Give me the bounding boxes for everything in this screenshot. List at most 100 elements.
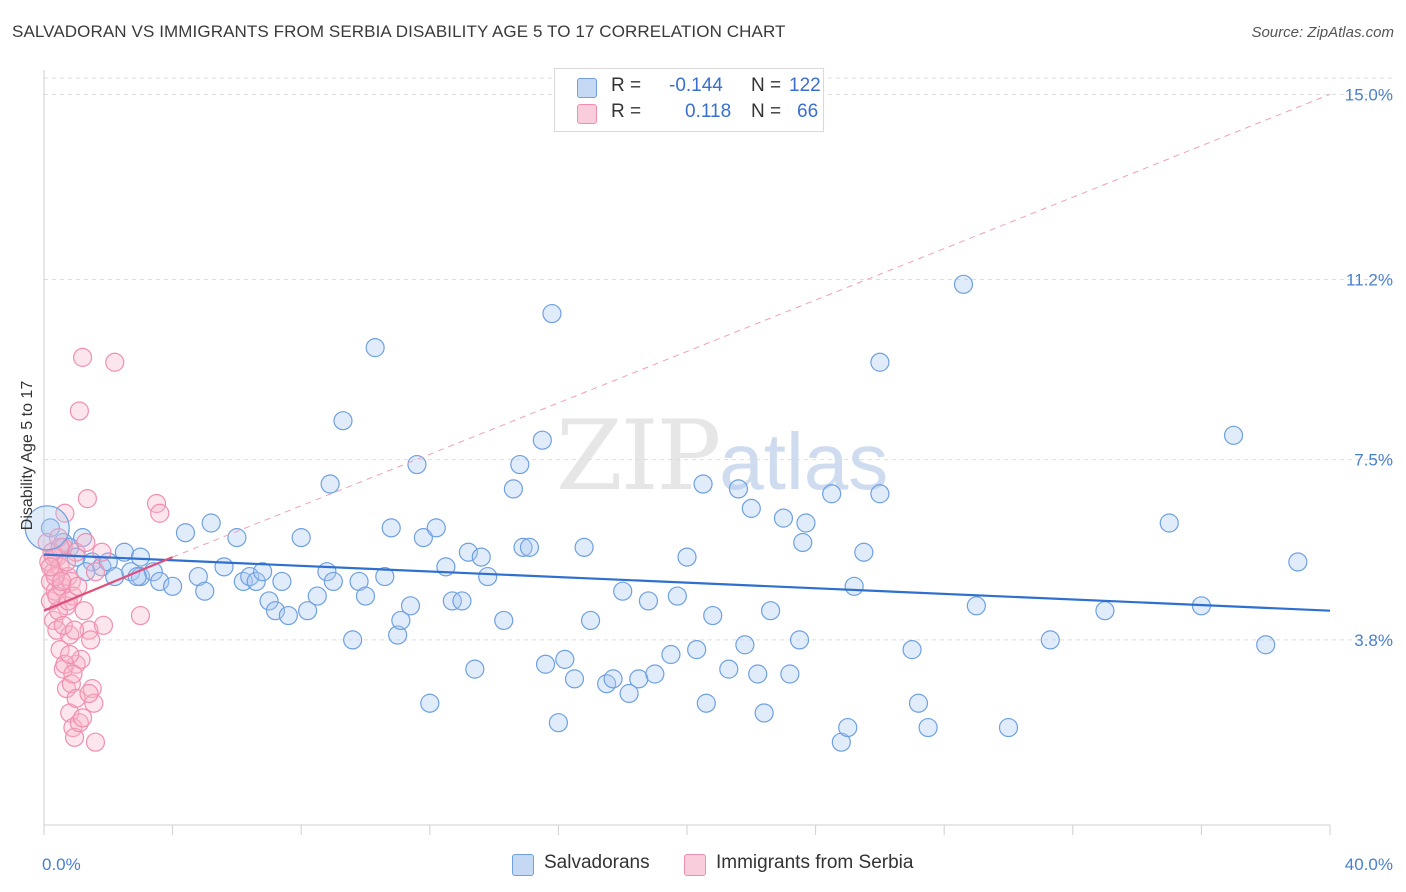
point-salvadorans: [760, 601, 781, 621]
legend-n-label: N =: [751, 75, 782, 96]
point-serbia: [93, 615, 114, 635]
point-salvadorans: [728, 479, 749, 499]
point-serbia: [85, 732, 106, 752]
point-salvadorans: [998, 717, 1019, 738]
point-salvadorans: [272, 571, 292, 592]
point-salvadorans: [259, 591, 279, 611]
point-salvadorans: [391, 610, 411, 631]
point-salvadorans: [298, 601, 318, 621]
point-salvadorans: [870, 352, 890, 372]
point-salvadorans: [629, 669, 649, 689]
point-salvadorans: [687, 640, 707, 660]
point-salvadorans: [548, 713, 569, 733]
point-salvadorans: [333, 411, 353, 431]
point-salvadorans: [478, 566, 498, 587]
point-salvadorans: [253, 562, 273, 582]
data-points: [24, 274, 1308, 752]
point-salvadorans: [661, 644, 681, 665]
point-salvadorans: [1040, 630, 1060, 650]
point-salvadorans: [343, 630, 363, 650]
legend-n-label: N =: [751, 101, 782, 122]
bottom-legend-swatch-serbia: [684, 854, 706, 876]
point-salvadorans: [130, 547, 151, 567]
point-serbia: [64, 620, 85, 640]
point-serbia: [69, 401, 89, 421]
point-serbia: [79, 683, 99, 704]
point-salvadorans: [381, 518, 401, 538]
y-tick-label: 11.2%: [1346, 270, 1393, 289]
point-salvadorans: [400, 596, 421, 616]
point-serbia: [72, 347, 93, 367]
point-salvadorans: [719, 659, 739, 679]
point-salvadorans: [696, 693, 716, 713]
watermark-zip: ZIP: [556, 400, 721, 512]
point-salvadorans: [503, 479, 523, 499]
point-salvadorans: [796, 513, 816, 533]
point-salvadorans: [619, 683, 639, 704]
point-salvadorans: [902, 640, 922, 660]
point-salvadorans: [564, 669, 585, 689]
point-salvadorans: [535, 654, 556, 674]
grid-lines: [44, 77, 1392, 641]
point-salvadorans: [214, 557, 234, 577]
point-salvadorans: [175, 523, 196, 543]
point-salvadorans: [510, 454, 530, 475]
x-tick-label-max: 40.0%: [1345, 855, 1393, 874]
point-serbia: [150, 503, 170, 523]
point-serbia: [40, 557, 61, 577]
point-salvadorans: [532, 430, 552, 450]
point-salvadorans: [375, 566, 395, 587]
point-salvadorans: [278, 605, 298, 626]
point-salvadorans: [320, 474, 340, 494]
point-serbia: [85, 562, 106, 582]
legend-r-label: R =: [611, 101, 642, 122]
point-salvadorans: [780, 664, 800, 684]
point-salvadorans: [76, 562, 96, 582]
point-salvadorans: [195, 581, 215, 601]
point-salvadorans: [355, 586, 376, 606]
point-serbia: [74, 601, 94, 621]
point-salvadorans: [465, 659, 485, 679]
point-salvadorans: [677, 547, 697, 567]
point-salvadorans: [789, 630, 810, 650]
point-salvadorans: [918, 717, 938, 738]
serbia-trend-extension: [172, 93, 1331, 558]
point-salvadorans-cluster: [24, 505, 70, 551]
point-salvadorans: [667, 586, 687, 606]
point-salvadorans: [822, 484, 842, 504]
point-salvadorans: [471, 547, 491, 567]
point-salvadorans: [201, 513, 221, 533]
point-salvadorans: [703, 605, 723, 626]
point-serbia: [50, 640, 70, 660]
point-salvadorans: [513, 537, 533, 557]
point-salvadorans: [693, 474, 713, 494]
y-tick-label: 3.8%: [1354, 631, 1393, 650]
point-salvadorans: [1223, 425, 1244, 445]
chart-title: SALVADORAN VS IMMIGRANTS FROM SERBIA DIS…: [12, 22, 786, 41]
point-salvadorans: [754, 703, 774, 723]
point-salvadorans: [908, 693, 929, 713]
bottom-legend-label-serbia: Immigrants from Serbia: [716, 852, 914, 873]
point-salvadorans: [519, 537, 540, 557]
point-salvadorans: [580, 610, 601, 631]
point-salvadorans: [741, 498, 761, 518]
point-salvadorans: [150, 571, 170, 592]
point-serbia: [52, 571, 72, 592]
bottom-legend-label-salvadorans: Salvadorans: [544, 852, 650, 873]
point-serbia: [84, 693, 104, 713]
point-serbia: [60, 644, 80, 665]
x-tick-label-min: 0.0%: [42, 855, 81, 874]
point-salvadorans: [645, 664, 665, 684]
point-serbia: [130, 605, 151, 626]
point-serbia: [76, 532, 96, 553]
point-salvadorans: [844, 576, 864, 596]
legend-r-value: -0.144: [669, 75, 723, 96]
y-axis-label: Disability Age 5 to 17: [19, 381, 36, 531]
point-salvadorans: [413, 528, 433, 548]
axes: [43, 70, 1331, 835]
point-salvadorans: [1095, 601, 1115, 621]
point-salvadorans: [365, 338, 385, 358]
point-serbia: [53, 615, 73, 635]
legend-swatch-serbia: [577, 104, 597, 124]
